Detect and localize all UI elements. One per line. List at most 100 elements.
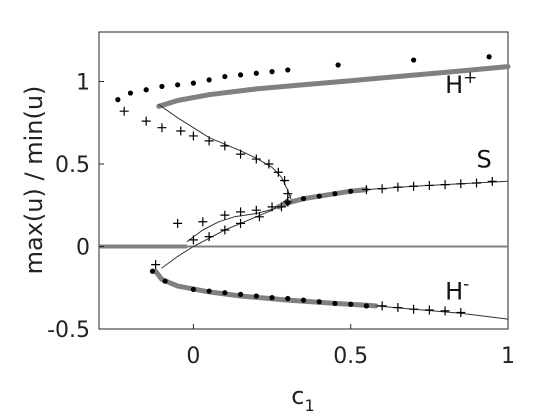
plus-marker (236, 207, 246, 217)
dot-marker (206, 77, 212, 83)
series-curve-5 (365, 180, 509, 191)
dot-marker (285, 67, 291, 73)
plus-marker (377, 301, 387, 311)
dot-marker (190, 80, 196, 86)
plus-marker (204, 136, 214, 146)
plus-marker (456, 179, 466, 189)
branch-label-sup: + (463, 68, 477, 88)
dot-marker (237, 72, 244, 78)
dot-marker (300, 297, 307, 303)
plus-marker (251, 154, 261, 164)
branch-label-0: H+ (445, 68, 477, 99)
series-curve-6 (153, 268, 379, 309)
plus-marker (440, 180, 450, 190)
dot-marker (332, 191, 338, 197)
series-curve-0 (156, 64, 511, 109)
dot-marker (206, 288, 212, 294)
plus-marker (188, 131, 198, 141)
x-tick-label: 0 (186, 344, 200, 369)
dot-marker (269, 69, 275, 75)
plus-marker (176, 126, 186, 136)
y-tick-label: 1 (76, 71, 90, 96)
dot-marker (332, 300, 338, 307)
branch-label-base: S (477, 145, 492, 173)
plus-marker (251, 205, 261, 215)
plus-marker (487, 176, 497, 186)
plus-marker (273, 167, 283, 177)
plus-marker (204, 232, 214, 242)
plus-marker (236, 218, 246, 228)
dot-marker (115, 97, 121, 103)
plus-marker (173, 218, 183, 228)
plus-marker (254, 212, 264, 222)
plus-marker (424, 305, 434, 315)
y-tick-label: -0.5 (47, 318, 90, 343)
dot-marker (175, 82, 181, 88)
tick-layer: 0 0.5 1 -0.5 0 0.5 1 (47, 71, 515, 370)
dot-marker (300, 196, 307, 202)
plus-marker (440, 306, 450, 316)
dot-marker (159, 83, 165, 90)
x-tick-label: 0.5 (333, 344, 368, 369)
y-tick-label: 0.5 (55, 153, 90, 178)
dot-marker (316, 193, 322, 199)
series-curve-4 (275, 187, 369, 210)
plus-marker (141, 116, 151, 126)
plus-marker (188, 235, 198, 245)
dot-marker (237, 291, 244, 297)
dot-marker (269, 295, 275, 301)
plus-marker (157, 123, 167, 133)
plus-marker (283, 197, 293, 207)
y-tick-label: 0 (76, 236, 90, 261)
plus-marker (393, 303, 403, 313)
dot-marker (411, 57, 417, 63)
dot-marker (253, 70, 259, 76)
plus-marker (377, 184, 387, 194)
dot-marker (127, 90, 134, 96)
plus-marker (393, 182, 403, 192)
y-axis-label: max(u) / min(u) (20, 86, 48, 275)
dot-marker (486, 54, 492, 60)
plus-marker (409, 304, 419, 314)
plus-marker (283, 189, 293, 199)
x-axis-label: c1 (291, 382, 314, 415)
dot-marker (222, 73, 228, 80)
annotation-layer: H+SH- (445, 68, 492, 305)
plus-marker (264, 159, 274, 169)
plus-marker (424, 180, 434, 190)
plus-marker (119, 106, 129, 116)
branch-label-base: H (445, 277, 463, 305)
plus-marker (456, 308, 466, 317)
dot-marker (285, 295, 291, 302)
plus-marker (220, 141, 230, 151)
dot-marker (143, 87, 149, 93)
x-tick-label: 1 (501, 344, 515, 369)
dot-marker (316, 299, 322, 305)
branch-label-2: H- (445, 274, 469, 305)
dot-marker (162, 278, 168, 284)
plus-marker (280, 176, 290, 185)
plus-marker (409, 181, 419, 191)
series-curve-3 (186, 198, 289, 243)
dot-marker (348, 188, 354, 194)
plus-marker (220, 210, 230, 220)
plus-marker (198, 217, 208, 227)
dot-marker (190, 286, 196, 292)
plus-marker (236, 149, 246, 159)
dot-marker (149, 268, 156, 274)
dot-marker (348, 301, 354, 307)
branch-label-sup: - (463, 274, 469, 294)
plus-marker (151, 260, 161, 270)
plot-frame (98, 31, 509, 330)
plus-marker (361, 185, 371, 195)
branch-label-1: S (477, 145, 492, 173)
dot-marker (363, 303, 370, 309)
series-curve-1 (158, 104, 292, 200)
dot-marker (222, 290, 228, 296)
marker-layer (115, 54, 497, 317)
dot-marker (253, 293, 259, 299)
plus-marker (220, 225, 230, 235)
plus-marker (472, 178, 482, 188)
plus-marker (276, 202, 286, 212)
